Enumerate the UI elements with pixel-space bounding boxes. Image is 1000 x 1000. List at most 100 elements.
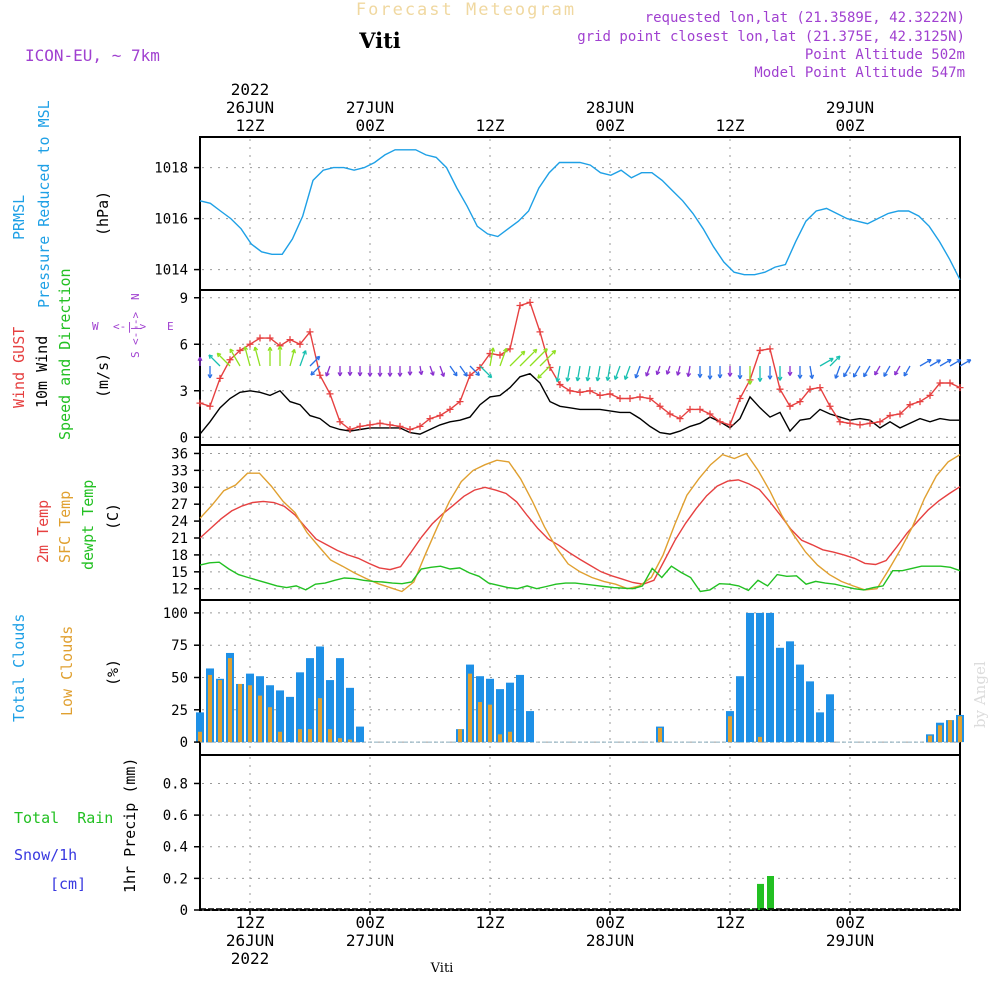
compass-north: N: [129, 293, 142, 300]
wind-arrow-head: [852, 373, 858, 378]
y-tick-label: 33: [171, 463, 188, 479]
wind-arrow-head: [697, 373, 703, 378]
footer-location: Viti: [430, 961, 454, 976]
wind-gust-point: [916, 398, 924, 406]
wind-direction-arrow: [959, 359, 972, 367]
wind-arrow-head: [463, 372, 468, 377]
wind-gust-point: [456, 398, 464, 406]
wind-direction-arrow: [929, 359, 941, 367]
wind-arrow-shaft: [939, 359, 952, 367]
wind-direction-arrow: [418, 365, 424, 376]
wind-direction-arrow: [634, 365, 641, 379]
wind-arrow-shaft: [819, 357, 834, 367]
low-clouds-bar: [728, 716, 732, 743]
wind-arrow-head: [347, 371, 353, 376]
y-tick-label: 18: [171, 548, 188, 564]
y-tick-label: 15: [171, 565, 188, 581]
wind-gust-point: [506, 345, 514, 353]
wind-arrow-shaft: [325, 365, 331, 377]
wind-direction-arrow: [605, 365, 611, 381]
total-clouds-bar: [736, 676, 744, 743]
wind-direction-arrow: [623, 365, 631, 381]
wind-direction-arrow: [727, 366, 733, 377]
wind-direction-arrow: [325, 365, 331, 377]
wind-direction-arrow: [874, 365, 881, 376]
wind-gust-point: [886, 412, 894, 420]
wind-arrow-shaft: [949, 359, 962, 367]
y-tick-label: 0: [180, 903, 188, 919]
wind-direction-arrow: [894, 365, 901, 376]
wind-direction-arrow: [439, 365, 446, 378]
wind-arrow-head: [645, 372, 650, 377]
wind-gust-point: [736, 395, 744, 402]
wind-gust-point: [686, 405, 694, 413]
total-clouds-bar: [516, 674, 524, 743]
total-clouds-bar: [306, 658, 314, 743]
total-clouds-bar: [766, 612, 774, 743]
wind-arrow-shaft: [449, 365, 458, 377]
low-clouds-bar: [278, 731, 282, 743]
wind-arrow-head: [277, 345, 283, 350]
wind-direction-arrow: [697, 366, 703, 378]
wind-gust-point: [206, 402, 214, 410]
x-tick-label-bottom: 29JUN: [826, 931, 874, 950]
x-tick-label-top: 12Z: [476, 116, 505, 135]
wind-direction-arrow: [197, 356, 203, 366]
x-tick-label-top: 27JUN: [346, 98, 394, 117]
wind-direction-arrow: [277, 345, 283, 366]
wind-direction-arrow: [919, 358, 932, 367]
low-clouds-bar: [248, 685, 252, 743]
wind-gust-point: [496, 351, 504, 359]
requested-coords: requested lon,lat (21.3589E, 42.3222N): [645, 10, 965, 26]
wind-arrow-shaft: [903, 365, 911, 377]
low-clouds-bar: [958, 716, 962, 743]
x-tick-label-bottom: 00Z: [356, 913, 385, 932]
x-tick-label-top: 28JUN: [586, 98, 634, 117]
wind-arrow-shaft: [929, 359, 941, 367]
wind-arrow-head: [623, 375, 629, 381]
wind-arrow-shaft: [687, 365, 691, 377]
wind-arrow-head: [634, 373, 640, 379]
low-clouds-bar: [298, 729, 302, 743]
temp-dewpt-label: dewpt Temp: [79, 480, 97, 570]
wind-arrow-head: [325, 372, 330, 377]
wind-arrow-head: [197, 356, 203, 362]
wind-arrow-head: [686, 372, 692, 378]
low-clouds-bar: [458, 729, 462, 743]
wind-arrow-head: [407, 371, 413, 376]
low-clouds-bar: [338, 738, 342, 743]
clouds-unit-label: (%): [104, 659, 122, 686]
wind-arrow-shaft: [834, 365, 841, 379]
pressure-msl-label: Pressure Reduced to MSL: [35, 100, 53, 308]
low-clouds-bar: [348, 739, 352, 743]
precip-axis-label: 1hr Precip (mm): [121, 758, 139, 893]
y-tick-label: 100: [163, 606, 188, 622]
wind-arrow-head: [797, 374, 803, 379]
wind-arrow-shaft: [429, 365, 435, 376]
wind-arrow-shaft: [529, 348, 548, 367]
wind-gust-point: [376, 419, 384, 427]
pressure-panel: [199, 136, 961, 291]
wind-arrow-head: [337, 372, 343, 377]
wind-direction-arrow: [757, 366, 763, 382]
low-clouds-bar: [658, 727, 662, 743]
wind-arrow-head: [747, 380, 753, 385]
wind-arrow-shaft: [576, 365, 581, 382]
wind-arrow-shaft: [586, 365, 591, 382]
y-tick-label: 1018: [154, 161, 188, 177]
wind-arrow-head: [675, 371, 681, 376]
rain-bar: [747, 909, 754, 910]
wind-arrow-head: [883, 372, 888, 377]
total-clouds-bar: [816, 712, 824, 743]
wind-arrow-shaft: [499, 348, 508, 367]
wind-gust-point: [576, 388, 584, 396]
wind-arrow-shaft: [254, 346, 261, 367]
wind-arrow-head: [532, 348, 538, 354]
compass-ew-arrow-icon: <-|->: [113, 320, 146, 333]
wind-direction-arrow: [539, 349, 557, 367]
wind-arrow-head: [834, 374, 839, 379]
wind-arrow-shaft: [509, 350, 526, 367]
wind-arrow-head: [585, 376, 591, 382]
wind-gust-point: [326, 390, 334, 398]
wind-gust-point: [536, 328, 544, 336]
